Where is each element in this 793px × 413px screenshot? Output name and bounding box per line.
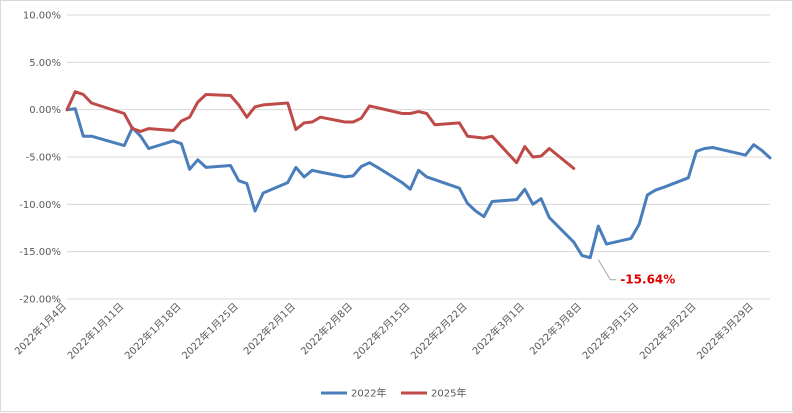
- annotation-leader: [597, 259, 617, 281]
- y-tick-label: 10.00%: [23, 11, 61, 22]
- y-tick-label: -15.00%: [19, 247, 61, 258]
- y-axis-ticks: 10.00% 5.00% 0.00% -5.00% -10.00% -15.00% -20.…: [19, 11, 61, 306]
- series-line-1: [65, 107, 772, 260]
- x-tick-label: 2022年2月15日: [351, 300, 413, 362]
- legend-label-1: 2022年: [351, 387, 386, 400]
- x-tick-label: 2022年3月29日: [694, 300, 756, 362]
- x-tick-label: 2022年2月22日: [408, 300, 470, 362]
- x-tick-label: 2022年3月1日: [469, 300, 526, 357]
- annotation-label: -15.64%: [620, 273, 675, 287]
- x-tick-label: 2022年1月11日: [64, 300, 126, 362]
- y-tick-label: 5.00%: [29, 58, 61, 69]
- x-tick-label: 2022年2月1日: [241, 300, 298, 357]
- legend: 2022年 2025年: [321, 387, 466, 400]
- x-tick-label: 2022年1月4日: [12, 300, 69, 357]
- annotations: -15.64%: [597, 259, 675, 287]
- x-tick-label: 2022年1月18日: [122, 300, 184, 362]
- y-tick-label: -10.00%: [19, 200, 61, 211]
- x-tick-label: 2022年3月22日: [637, 300, 699, 362]
- gridlines: [67, 14, 770, 300]
- x-tick-label: 2022年2月8日: [298, 300, 355, 357]
- series-lines: [65, 90, 772, 260]
- y-tick-label: 0.00%: [29, 105, 61, 116]
- series-line-2: [65, 90, 576, 170]
- x-tick-label: 2022年3月15日: [579, 300, 641, 362]
- y-tick-label: -20.00%: [19, 295, 61, 306]
- x-tick-label: 2022年3月8日: [527, 300, 584, 357]
- y-tick-label: -5.00%: [26, 153, 61, 164]
- legend-label-2: 2025年: [431, 387, 466, 400]
- x-tick-label: 2022年1月25日: [179, 300, 241, 362]
